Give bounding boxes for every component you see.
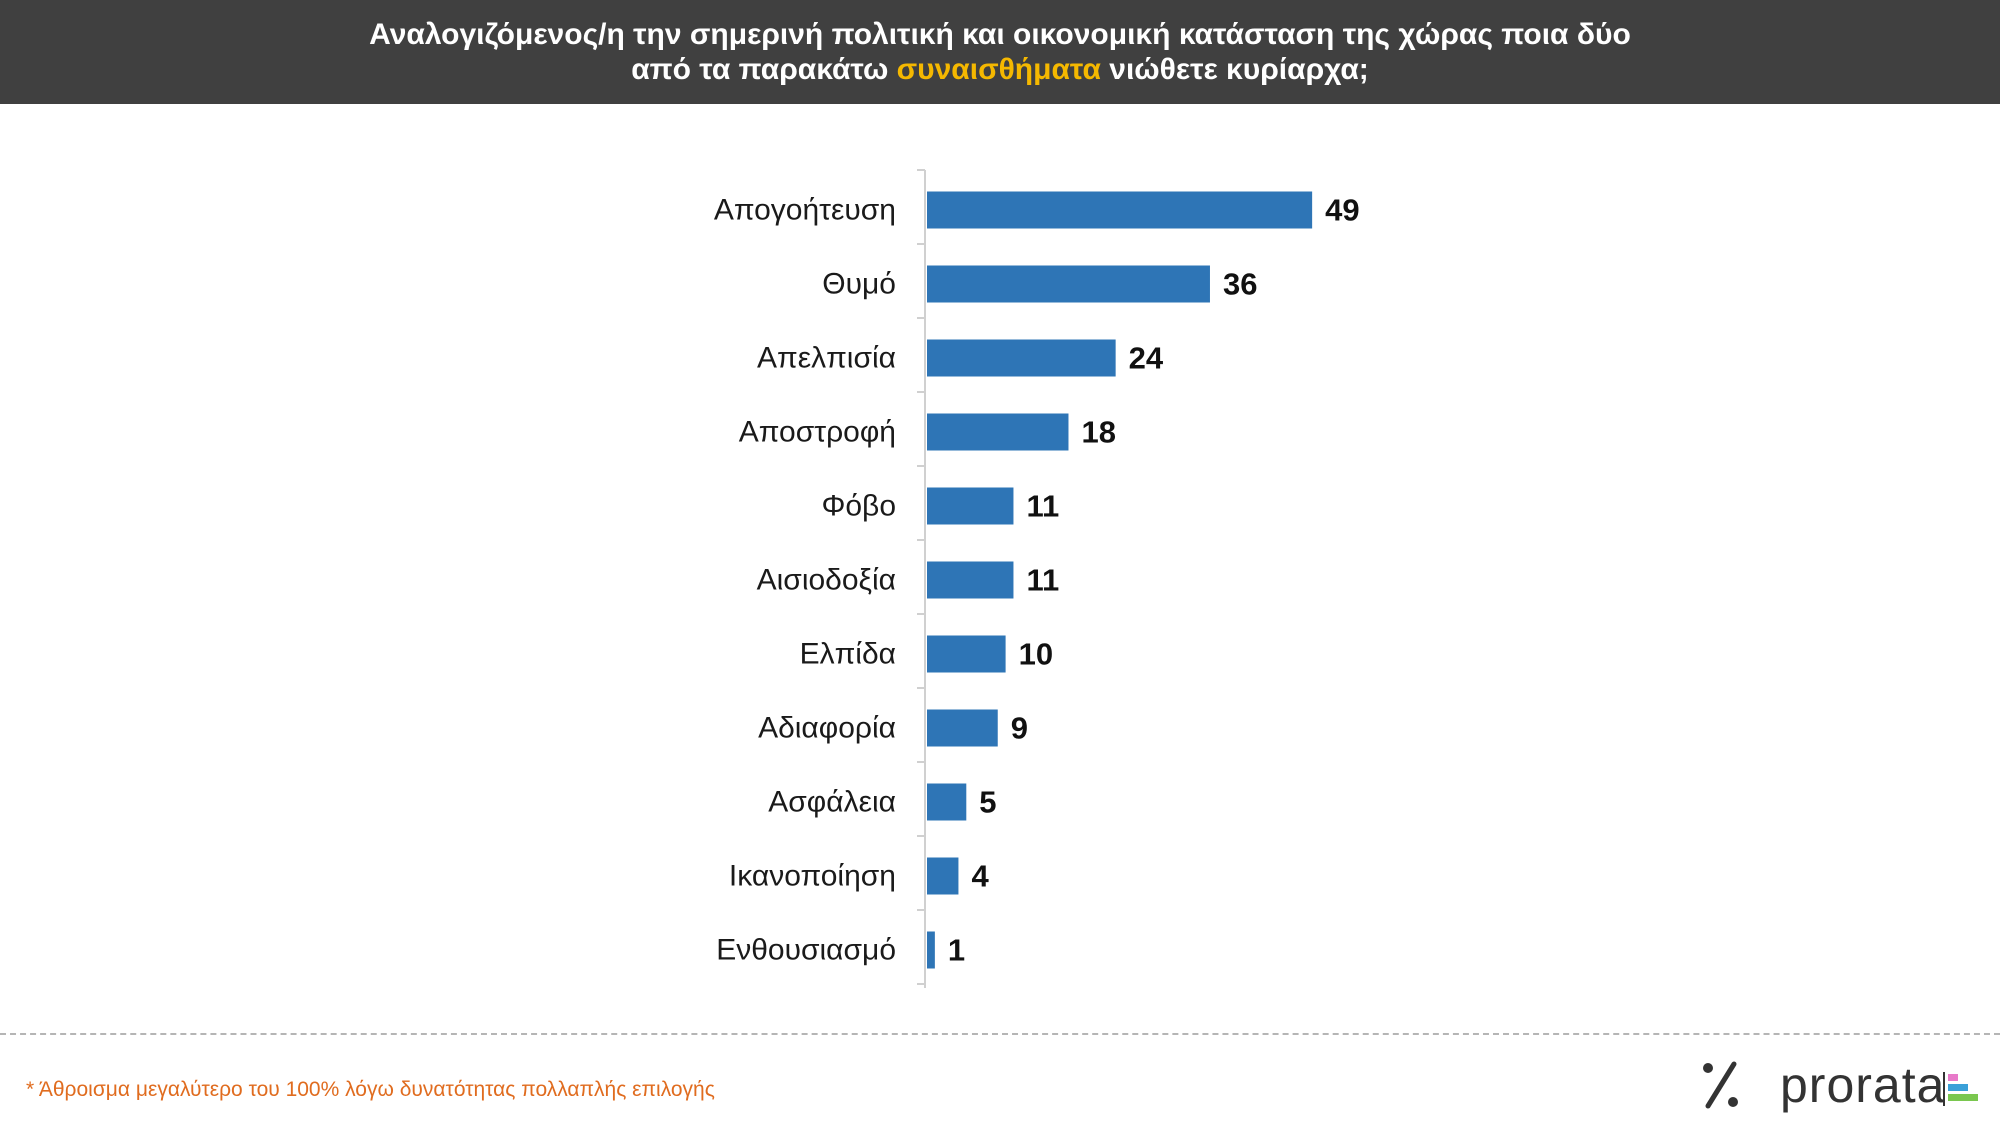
value-label: 5 — [979, 785, 996, 820]
category-label: Απογοήτευση — [714, 194, 896, 227]
value-label: 1 — [948, 933, 965, 968]
category-label: Απελπισία — [757, 342, 896, 375]
header-line-2-start: από τα παρακάτω — [631, 53, 897, 86]
brand-logo-text: prorata — [1780, 1057, 1946, 1113]
bar — [927, 561, 1014, 599]
category-label: Ικανοποίηση — [729, 860, 896, 893]
category-label: Αισιοδοξία — [757, 564, 896, 597]
value-label: 49 — [1325, 193, 1359, 228]
value-label: 18 — [1081, 415, 1115, 450]
header-highlight-word: συναισθήματα — [896, 53, 1101, 86]
category-labels: Απογοήτευση Θυμό Απελπισία Αποστροφή Φόβο Αισ… — [714, 194, 896, 967]
header-line-2-end: νιώθετε κυρίαρχα; — [1100, 53, 1369, 86]
percent-logo-icon — [1703, 1061, 1738, 1109]
footnote: * Άθροισμα μεγαλύτερο του 100% λόγω δυνα… — [26, 1078, 715, 1101]
bar — [927, 709, 998, 747]
category-label: Ενθουσιασμό — [716, 934, 896, 967]
bar — [927, 339, 1116, 377]
bar — [927, 635, 1006, 673]
category-label: Φόβο — [821, 490, 896, 523]
value-label: 36 — [1223, 267, 1257, 302]
value-label: 10 — [1019, 637, 1053, 672]
bars — [927, 191, 1313, 969]
value-labels: 49 36 24 18 11 11 10 9 5 4 1 — [948, 193, 1360, 968]
bar — [927, 783, 967, 821]
value-label: 24 — [1129, 341, 1164, 376]
chart-header: Αναλογιζόμενος/η την σημερινή πολιτική κ… — [0, 0, 2000, 104]
category-label: Θυμό — [822, 268, 896, 301]
value-label: 4 — [971, 859, 989, 894]
bar — [927, 191, 1313, 229]
category-label: Αδιαφορία — [758, 712, 896, 745]
footer-divider — [0, 1033, 2000, 1035]
category-label: Αποστροφή — [739, 416, 896, 449]
bar — [927, 413, 1069, 451]
category-label: Ελπίδα — [800, 638, 896, 671]
header-line-1: Αναλογιζόμενος/η την σημερινή πολιτική κ… — [369, 18, 1631, 51]
bar — [927, 265, 1210, 303]
y-axis — [917, 169, 926, 988]
bar — [927, 857, 959, 895]
bar — [927, 931, 935, 969]
bar — [927, 487, 1014, 525]
logo-bars-icon — [1943, 1072, 1978, 1106]
value-label: 9 — [1011, 711, 1028, 746]
header-line-2: από τα παρακάτω συναισθήματα νιώθετε κυρ… — [631, 52, 1369, 87]
value-label: 11 — [1026, 489, 1059, 524]
category-label: Ασφάλεια — [768, 786, 896, 819]
value-label: 11 — [1026, 563, 1059, 598]
